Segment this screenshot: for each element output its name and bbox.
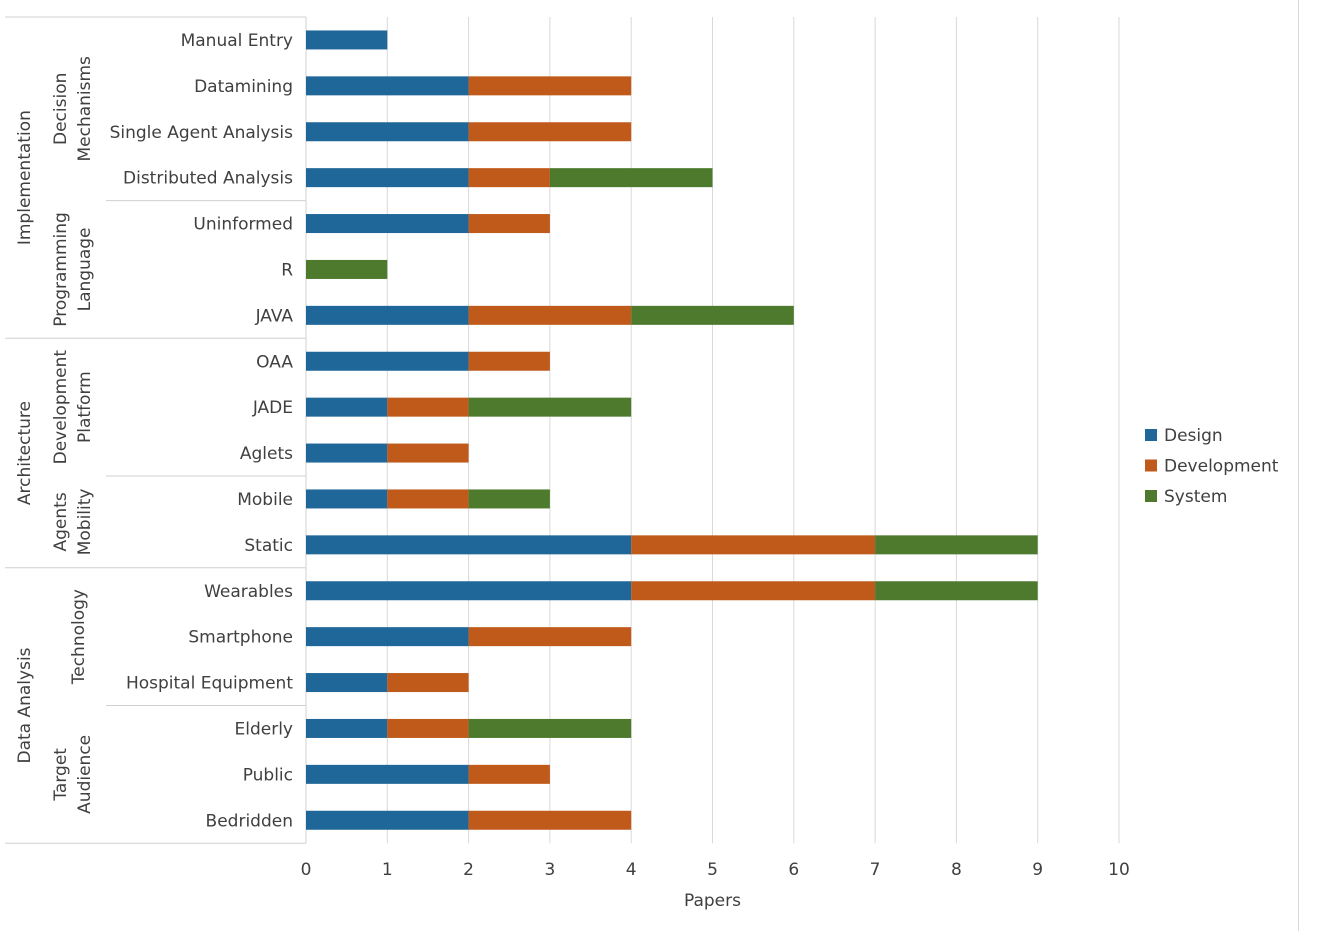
- group-label: Implementation: [15, 110, 35, 245]
- bar-design: [306, 30, 388, 50]
- subgroup-label: Mechanisms: [75, 56, 95, 162]
- category-label: Manual Entry: [181, 31, 293, 51]
- category-label: JAVA: [255, 306, 294, 326]
- bar-development: [387, 718, 469, 738]
- bar-design: [306, 764, 469, 784]
- category-label: Uninformed: [193, 215, 293, 235]
- x-axis-title: Papers: [684, 891, 741, 911]
- bar-system: [468, 489, 550, 509]
- bar-development: [631, 535, 876, 555]
- bar-system: [306, 259, 388, 279]
- subgroup-label: Programming: [51, 212, 71, 327]
- x-tick-label: 7: [870, 860, 881, 880]
- legend-label: Development: [1164, 457, 1279, 477]
- bar-design: [306, 76, 469, 96]
- category-label: Wearables: [204, 582, 293, 602]
- subgroup-label: Mobility: [75, 489, 95, 556]
- legend-swatch-system: [1145, 490, 1157, 502]
- bar-design: [306, 214, 469, 234]
- bar-development: [468, 627, 632, 647]
- bar-development: [468, 214, 550, 234]
- x-tick-label: 6: [788, 860, 799, 880]
- legend-swatch-development: [1145, 459, 1157, 472]
- bar-system: [549, 168, 713, 188]
- page-edge: [1298, 0, 1299, 931]
- bar-system: [468, 397, 632, 417]
- bar-development: [468, 76, 632, 96]
- bar-design: [306, 351, 469, 371]
- subgroup-label: Development: [51, 350, 71, 465]
- legend-label: Design: [1164, 426, 1223, 446]
- bar-design: [306, 443, 388, 463]
- subgroup-label: Decision: [51, 73, 71, 145]
- bar-design: [306, 305, 469, 325]
- category-label: Public: [243, 765, 293, 785]
- subgroup-label: Language: [75, 227, 95, 311]
- x-tick-label: 9: [1032, 860, 1043, 880]
- category-label: R: [281, 260, 293, 280]
- bar-design: [306, 489, 388, 509]
- category-label: Mobile: [237, 490, 293, 510]
- category-label: Smartphone: [188, 628, 293, 648]
- subgroup-label: Agents: [51, 492, 71, 551]
- bar-development: [468, 351, 550, 371]
- x-tick-label: 4: [626, 860, 637, 880]
- category-label: Static: [244, 536, 293, 556]
- bar-design: [306, 535, 632, 555]
- bar-development: [468, 122, 632, 142]
- bar-development: [468, 168, 550, 188]
- category-label: Single Agent Analysis: [110, 123, 294, 143]
- bar-design: [306, 168, 469, 188]
- bar-design: [306, 627, 469, 647]
- x-tick-label: 10: [1108, 860, 1130, 880]
- bar-development: [387, 489, 469, 509]
- bar-design: [306, 810, 469, 830]
- category-label: OAA: [256, 352, 293, 372]
- group-label: Data Analysis: [15, 647, 35, 763]
- bar-system: [875, 535, 1038, 555]
- category-label: Datamining: [194, 77, 293, 97]
- bar-system: [875, 581, 1038, 601]
- category-label: Distributed Analysis: [123, 169, 293, 189]
- category-label: JADE: [252, 398, 293, 418]
- bar-development: [387, 673, 469, 693]
- subgroup-label: Target: [51, 748, 71, 802]
- bar-development: [387, 397, 469, 417]
- bar-design: [306, 397, 388, 417]
- legend-swatch-design: [1145, 429, 1157, 441]
- category-label: Elderly: [235, 719, 294, 739]
- category-label: Hospital Equipment: [126, 674, 293, 694]
- bar-development: [468, 810, 632, 830]
- subgroup-label: Audience: [75, 735, 95, 814]
- bar-development: [387, 443, 469, 463]
- subgroup-label: Platform: [75, 371, 95, 443]
- bar-development: [631, 581, 876, 601]
- subgroup-label: Technology: [69, 589, 89, 685]
- category-label: Aglets: [240, 444, 293, 464]
- bar-system: [631, 305, 794, 325]
- bar-design: [306, 122, 469, 142]
- category-label: Bedridden: [206, 811, 293, 831]
- bar-system: [468, 718, 632, 738]
- group-label: Architecture: [15, 401, 35, 505]
- x-tick-label: 5: [707, 860, 718, 880]
- x-tick-label: 0: [301, 860, 312, 880]
- x-tick-label: 8: [951, 860, 962, 880]
- legend-label: System: [1164, 487, 1227, 507]
- bar-development: [468, 764, 550, 784]
- bar-design: [306, 718, 388, 738]
- bar-development: [468, 305, 632, 325]
- bar-design: [306, 673, 388, 693]
- x-tick-label: 2: [463, 860, 474, 880]
- x-tick-label: 3: [544, 860, 555, 880]
- bar-design: [306, 581, 632, 601]
- x-tick-label: 1: [382, 860, 393, 880]
